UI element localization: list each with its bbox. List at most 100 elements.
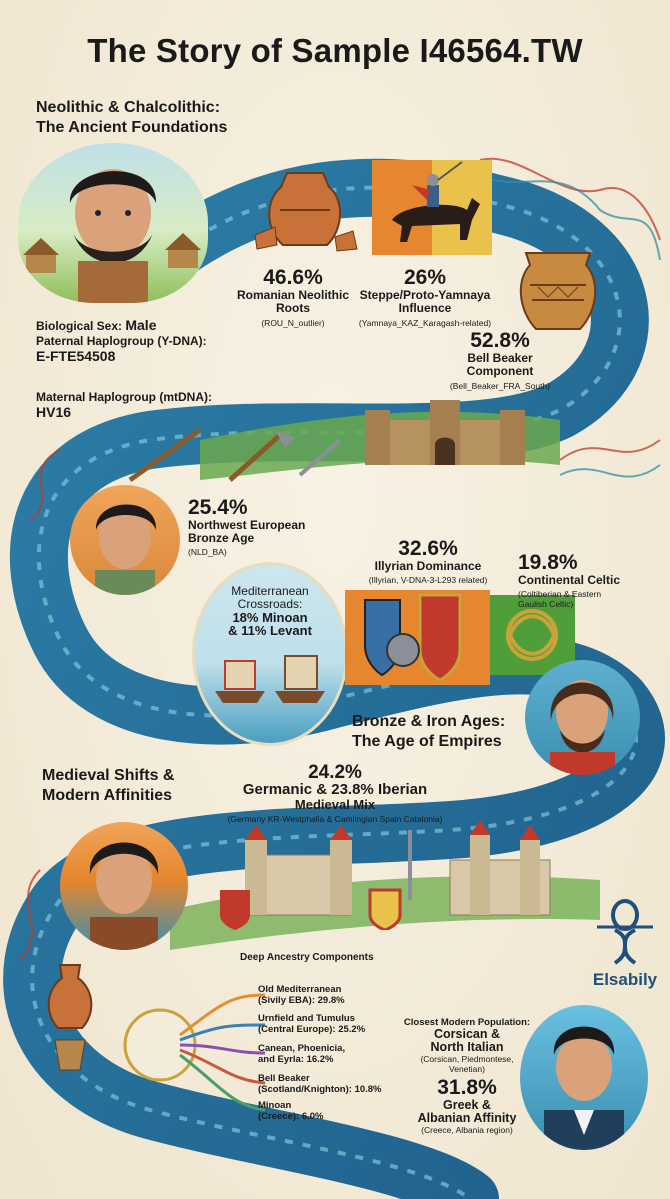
horse-rider-icon xyxy=(372,160,492,255)
closest-pop: Corsican & xyxy=(434,1027,500,1041)
pottery-icon xyxy=(235,165,365,260)
brand-name: Elsabily xyxy=(592,970,658,989)
bronze-age-portrait xyxy=(70,485,180,595)
brand-logo: Elsabily xyxy=(585,895,665,990)
steppe-sub: (Yamnaya_KAZ_Karagash-related) xyxy=(358,318,492,328)
deep-item-l1: Old Mediterranean xyxy=(258,984,342,995)
closest-pct: 31.8% xyxy=(437,1076,497,1099)
closest-label: Closest Modern Population: xyxy=(403,1017,531,1028)
nw-european-stat: 25.4% Northwest European Bronze Age (NLD… xyxy=(188,496,328,558)
steppe-pct: 26% xyxy=(403,266,447,289)
nw-european-label: Bronze Age xyxy=(188,531,255,545)
mtdna-value: HV16 xyxy=(36,404,72,420)
sex-label: Biological Sex: xyxy=(36,319,126,333)
page-title: The Story of Sample I46564.TW xyxy=(87,32,583,69)
heading-line: Medieval Shifts & xyxy=(42,767,175,784)
med-line: Mediterranean xyxy=(231,584,309,598)
bell-beaker-pct: 52.8% xyxy=(470,329,530,352)
section-medieval-heading: Medieval Shifts & Modern Affinities xyxy=(42,766,174,806)
celtic-stat: 19.8% Continental Celtic (Coltiberian & … xyxy=(518,551,658,610)
ancestry-lines-art xyxy=(123,993,266,1112)
illyrian-stat: 32.6% Illyrian Dominance (Illyrian, V-DN… xyxy=(348,538,508,586)
neolithic-portrait xyxy=(18,143,208,303)
sex-row: Biological Sex: Male xyxy=(36,318,246,334)
closest-aff: Greek & xyxy=(443,1098,491,1112)
iron-age-portrait xyxy=(525,660,640,775)
mediterranean-crossroads-panel: Mediterranean Crossroads: 18% Minoan & 1… xyxy=(192,562,348,746)
deep-item: Canean, Phoenicia, and Eyrla: 16.2% xyxy=(258,1043,345,1065)
closest-sub: Venetian) xyxy=(449,1064,485,1074)
closest-sub: (Corsican, Piedmontese, xyxy=(420,1054,514,1064)
med-line: 18% Minoan xyxy=(232,610,308,625)
celtic-pct: 19.8% xyxy=(518,551,578,574)
illyrian-shields-icon xyxy=(345,590,490,685)
heading-line: The Ancient Foundations xyxy=(36,119,228,136)
deep-ancestry-panel: Deep Ancestry Components Old Mediterrane… xyxy=(120,950,400,1130)
deep-ancestry-title: Deep Ancestry Components xyxy=(240,952,374,963)
celtic-knot-icon xyxy=(490,595,575,675)
romanian-sub: (ROU_N_outlier) xyxy=(261,318,325,328)
modern-portrait xyxy=(520,1005,648,1150)
deep-item-l1: Canean, Phoenicia, xyxy=(258,1043,346,1054)
med-line: & 11% Levant xyxy=(228,623,312,638)
celtic-sub: Gaulish Celtic) xyxy=(518,599,574,609)
bell-beaker-sub: (Bell_Beaker_FRA_South) xyxy=(449,381,551,391)
closest-pop: North Italian xyxy=(430,1040,504,1054)
bell-beaker-label: Bell Beaker xyxy=(467,351,533,365)
heading-line: Modern Affinities xyxy=(42,787,173,804)
germanic-sub: (Germany KR-Westphalia & Camlingian Spai… xyxy=(227,814,443,824)
romanian-neolithic-stat: 46.6% Romanian Neolithic Roots (ROU_N_ou… xyxy=(228,266,358,329)
dna-logo-icon xyxy=(597,899,653,965)
steppe-stat: 26% Steppe/Proto-Yamnaya Influence (Yamn… xyxy=(350,266,500,329)
germanic-iberian-stat: 24.2% Germanic & 23.8% Iberian Medieval … xyxy=(200,762,470,824)
steppe-label: Influence xyxy=(398,301,452,315)
deep-item-l1: Minoan xyxy=(258,1100,292,1111)
section-neolithic-heading: Neolithic & Chalcolithic: The Ancient Fo… xyxy=(36,98,227,138)
nw-european-label: Northwest European xyxy=(188,518,306,532)
celtic-label: Continental Celtic xyxy=(518,573,621,587)
ship-icon xyxy=(215,655,325,703)
deep-item: Old Mediterranean (Sivily EBA): 29.8% xyxy=(258,984,345,1006)
amphora-icon xyxy=(40,960,100,1080)
med-line: Crossroads: xyxy=(237,597,303,611)
bio-info: Biological Sex: Male Paternal Haplogroup… xyxy=(36,318,246,420)
deep-item-l1: Urnfield and Tumulus xyxy=(258,1013,355,1024)
deep-item: Urnfield and Tumulus (Central Europe): 25… xyxy=(258,1013,365,1035)
deep-item: Bell Beaker (Scotland/Knighton): 10.8% xyxy=(258,1073,382,1095)
deep-item-l2: (Creece): 6.0% xyxy=(258,1111,324,1122)
deep-item-l2: (Central Europe): 25.2% xyxy=(258,1024,366,1035)
heading-line: Neolithic & Chalcolithic: xyxy=(36,99,221,116)
nw-european-pct: 25.4% xyxy=(188,496,248,519)
germanic-pct: 24.2% xyxy=(308,762,362,783)
deep-item-l1: Bell Beaker xyxy=(258,1073,310,1084)
bronze-tools-icon xyxy=(120,420,350,490)
deep-item-l2: (Scotland/Knighton): 10.8% xyxy=(258,1084,382,1095)
bell-beaker-stat: 52.8% Bell Beaker Component (Bell_Beaker… xyxy=(435,329,565,392)
deep-item-l2: and Eyrla: 16.2% xyxy=(258,1054,334,1065)
closest-population-stat: Closest Modern Population: Corsican & No… xyxy=(392,1017,542,1136)
romanian-label: Romanian Neolithic xyxy=(236,288,349,302)
heading-line: The Age of Empires xyxy=(352,733,502,750)
romanian-pct: 46.6% xyxy=(263,266,323,289)
romanian-label: Roots xyxy=(276,301,310,315)
nw-european-sub: (NLD_BA) xyxy=(188,547,227,557)
section-bronze-iron-heading: Bronze & Iron Ages: The Age of Empires xyxy=(352,712,505,752)
closest-aff-sub: (Creece, Albania region) xyxy=(421,1125,513,1135)
deep-item: Minoan (Creece): 6.0% xyxy=(258,1100,323,1122)
castle-icon xyxy=(360,395,530,465)
closest-aff: Albanian Affinity xyxy=(417,1111,517,1125)
heading-line: Bronze & Iron Ages: xyxy=(352,713,506,730)
deep-item-l2: (Sivily EBA): 29.8% xyxy=(258,995,345,1006)
germanic-label: Germanic & 23.8% Iberian xyxy=(242,781,428,798)
steppe-label: Steppe/Proto-Yamnaya xyxy=(359,288,491,302)
bell-beaker-label: Component xyxy=(466,364,534,378)
sex-value: Male xyxy=(125,317,157,333)
illyrian-label: Illyrian Dominance xyxy=(374,559,482,573)
ydna-label: Paternal Haplogroup (Y-DNA): xyxy=(36,334,207,348)
medieval-portrait xyxy=(60,822,188,950)
bell-beaker-pot-icon xyxy=(508,245,608,335)
medieval-town-icon xyxy=(190,820,590,932)
illyrian-sub: (Illyrian, V-DNA-3-L293 related) xyxy=(368,575,488,585)
germanic-label: Medieval Mix xyxy=(294,797,376,812)
